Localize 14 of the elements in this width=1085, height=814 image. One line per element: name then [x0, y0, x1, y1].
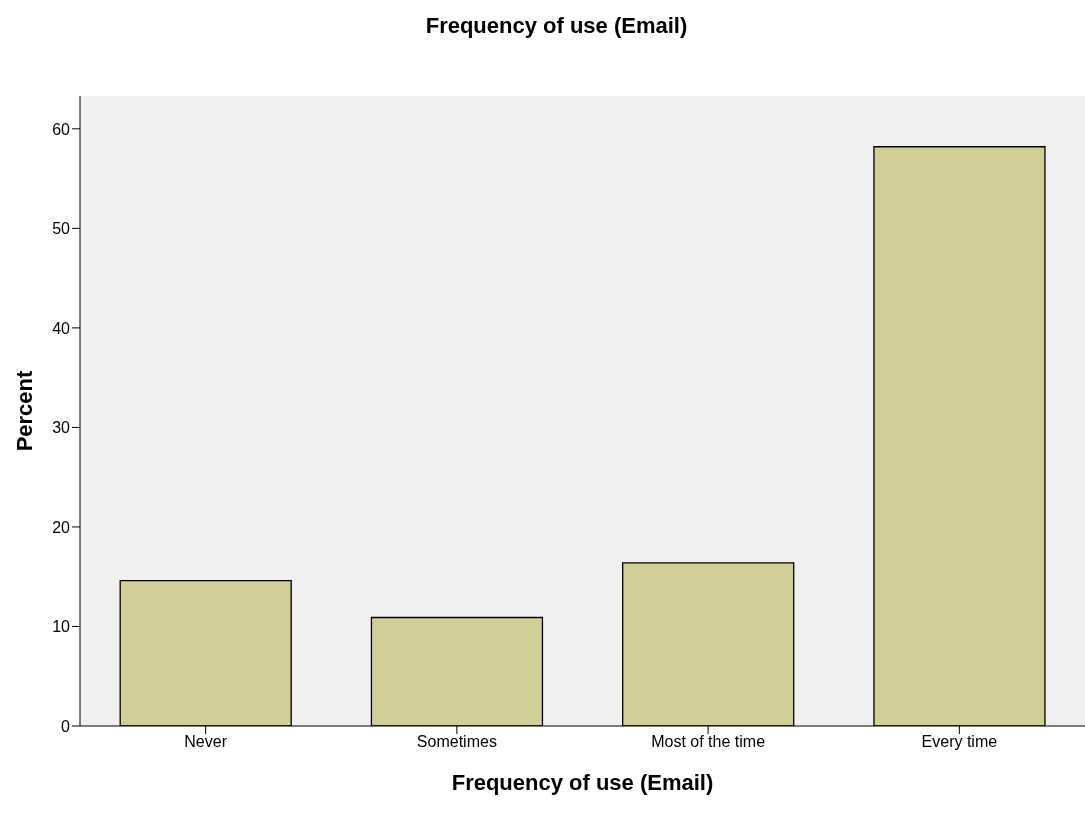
- y-tick-label: 40: [52, 319, 71, 337]
- x-tick-label: Never: [184, 733, 228, 751]
- x-tick-label: Most of the time: [651, 733, 766, 751]
- y-tick-label: 50: [52, 220, 71, 238]
- x-axis-title: Frequency of use (Email): [451, 770, 714, 795]
- x-tick-label: Sometimes: [416, 733, 497, 751]
- y-tick-label: 0: [61, 717, 71, 735]
- y-tick-label: 10: [52, 618, 71, 636]
- chart-title: Frequency of use (Email): [424, 12, 689, 40]
- y-axis-title: Percent: [11, 369, 37, 452]
- y-tick-label: 20: [52, 518, 71, 536]
- y-tick-label: 30: [52, 419, 71, 437]
- y-tick-label: 60: [52, 120, 71, 138]
- x-tick-label: Every time: [921, 733, 998, 751]
